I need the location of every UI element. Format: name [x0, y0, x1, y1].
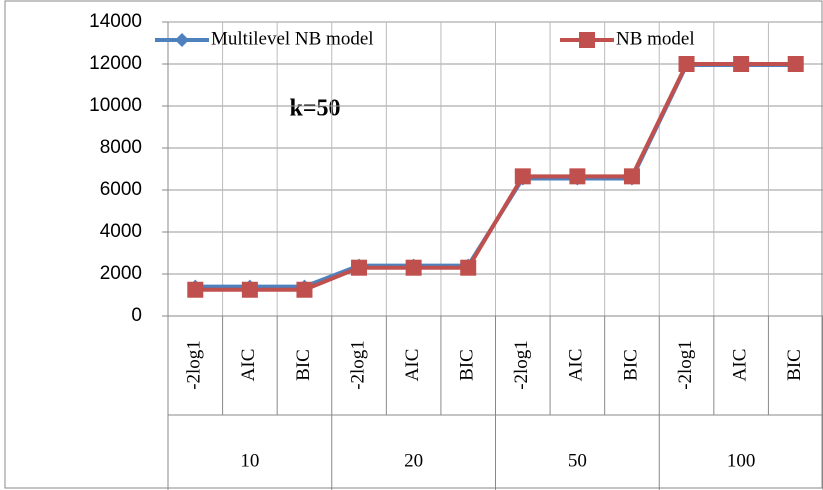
- group-label: 50: [568, 450, 587, 471]
- y-tick-label: 14000: [89, 11, 142, 32]
- x-tick-label: -2log1: [347, 340, 368, 390]
- marker: [351, 259, 368, 276]
- group-label: 20: [404, 450, 423, 471]
- marker: [579, 32, 595, 48]
- series: [187, 56, 804, 298]
- x-tick-label: -2log1: [675, 340, 696, 390]
- marker: [787, 56, 804, 72]
- x-tick-label: BIC: [293, 349, 314, 381]
- marker: [405, 259, 422, 276]
- marker: [175, 33, 189, 47]
- x-tick-label: -2log1: [511, 340, 532, 390]
- x-tick-label: AIC: [729, 349, 750, 382]
- y-tick-label: 4000: [100, 221, 142, 242]
- legend-label: Multilevel NB model: [211, 28, 374, 49]
- marker: [187, 281, 204, 298]
- marker: [296, 281, 313, 298]
- y-tick-label: 6000: [100, 179, 142, 200]
- group-label: 100: [727, 450, 756, 471]
- x-tick-label: AIC: [566, 349, 587, 382]
- x-tick-label: BIC: [784, 349, 805, 381]
- y-tick-label: 8000: [100, 137, 142, 158]
- y-tick-label: 10000: [89, 95, 142, 116]
- marker: [460, 259, 477, 276]
- group-label: 10: [240, 450, 259, 471]
- marker: [733, 56, 750, 72]
- legend-label: NB model: [616, 28, 695, 49]
- x-tick-label: AIC: [238, 349, 259, 382]
- x-tick-label: AIC: [402, 349, 423, 382]
- x-tick-label: BIC: [620, 349, 641, 381]
- y-tick-label: 2000: [100, 263, 142, 284]
- x-tick-label: -2log1: [184, 340, 205, 390]
- marker: [241, 281, 258, 298]
- marker: [569, 168, 586, 185]
- marker: [678, 56, 695, 72]
- x-tick-label: BIC: [457, 349, 478, 381]
- y-tick-label: 12000: [89, 53, 142, 74]
- annotation: k=50: [289, 96, 340, 122]
- chart-border: [4, 0, 823, 489]
- series-line: [195, 62, 796, 292]
- marker: [514, 168, 531, 185]
- y-tick-label: 0: [131, 305, 142, 326]
- marker: [623, 168, 640, 185]
